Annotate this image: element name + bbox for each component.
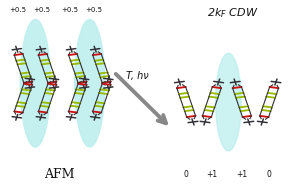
Text: +0.5: +0.5 [62, 7, 78, 13]
Text: +0.5: +0.5 [86, 7, 103, 13]
Text: 0: 0 [184, 170, 189, 179]
Text: +1: +1 [236, 170, 248, 179]
Ellipse shape [216, 53, 241, 151]
Text: +0.5: +0.5 [33, 7, 50, 13]
Text: +0.5: +0.5 [9, 7, 26, 13]
Text: 0: 0 [267, 170, 271, 179]
Text: T, hν: T, hν [126, 71, 148, 81]
Text: +1: +1 [206, 170, 217, 179]
Text: 2k$_\mathregular{F}$ CDW: 2k$_\mathregular{F}$ CDW [207, 6, 259, 20]
Ellipse shape [20, 19, 51, 147]
Ellipse shape [75, 19, 105, 147]
Text: AFM: AFM [44, 168, 75, 181]
